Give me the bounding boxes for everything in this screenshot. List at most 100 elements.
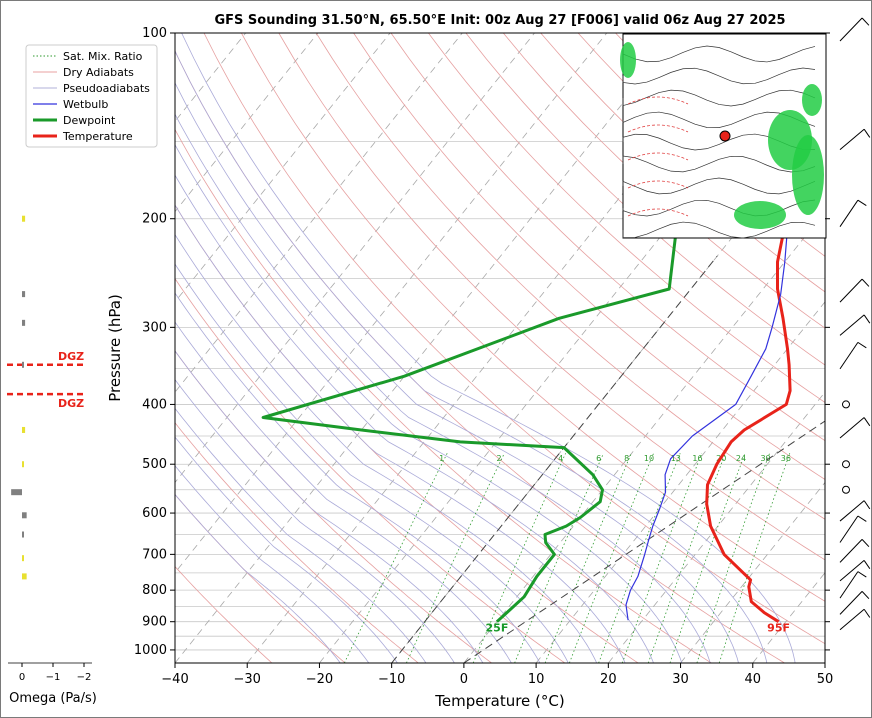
mixing-ratio-label: 6 [596, 454, 601, 463]
pseudoadiabat [175, 436, 398, 663]
wind-barb-flag [863, 128, 871, 138]
wind-barb-flag [861, 539, 870, 548]
inset-contour [622, 45, 816, 63]
inset-precip-area [620, 42, 636, 78]
omega-axis-title: Omega (Pa/s) [9, 691, 97, 706]
axes: −40 −30 −20 −10 0 10 20 30 40 50 100 200 300 400 500 60… [134, 26, 833, 687]
dry-adiabat [241, 33, 825, 602]
pseudoadiabat [175, 113, 711, 663]
inset-contour [622, 155, 816, 173]
omega-bar [22, 215, 26, 222]
wind-barb-shaft [839, 199, 859, 227]
inset-precip-area [802, 84, 822, 116]
x-tick-label: 50 [817, 672, 834, 687]
dry-adiabat [428, 33, 825, 403]
wind-barb-shaft [839, 314, 865, 336]
x-tick-label: 40 [745, 672, 762, 687]
annotations: 25F 95F DGZ DGZ [7, 350, 790, 635]
x-tick-label: 0 [460, 672, 468, 687]
inset-dashed-contour [627, 152, 689, 161]
omega-bar [22, 291, 26, 298]
isotherm-line [680, 481, 825, 663]
isotherm-line [824, 662, 825, 663]
inset-dashed-contour [627, 208, 689, 217]
y-tick-label: 500 [142, 457, 167, 472]
dry-adiabat [175, 277, 566, 663]
pseudoadiabat [175, 321, 512, 663]
mixing-ratio-line [472, 453, 566, 663]
inset-precip-area [792, 135, 824, 215]
dry-adiabat [390, 33, 825, 442]
mixing-ratio-line [647, 453, 726, 663]
wetbulb-line [625, 141, 810, 621]
x-tick-label: −40 [161, 672, 188, 687]
pseudoadiabat [175, 204, 626, 663]
inset-precip-area [734, 201, 786, 229]
mixing-ratio-label: 16 [692, 454, 702, 463]
wind-barb-shaft [839, 591, 863, 615]
mixing-ratio-line [569, 453, 654, 663]
pseudoadiabat [175, 233, 598, 663]
wind-barb-shaft [839, 500, 865, 522]
y-tick-label: 100 [142, 26, 167, 41]
pseudoadiabat [175, 493, 341, 663]
wind-barb-flag [861, 278, 870, 287]
y-tick-label: 700 [142, 547, 167, 562]
dry-adiabat [353, 33, 825, 481]
dry-adiabat [203, 33, 825, 645]
pseudoadiabat [175, 174, 654, 663]
omega-bar [22, 319, 26, 326]
wind-barb-flag [861, 17, 870, 26]
parcel-reference-line [463, 420, 825, 663]
legend-label: Wetbulb [63, 98, 108, 111]
y-tick-label: 300 [142, 320, 167, 335]
y-tick-label: 600 [142, 506, 167, 521]
mixing-ratio-label: 8 [624, 454, 629, 463]
dry-adiabat [502, 33, 825, 329]
plot-frame [174, 32, 826, 664]
x-tick-label: −20 [306, 672, 333, 687]
y-axis-title: Pressure (hPa) [106, 294, 124, 402]
calm-wind-circle [842, 400, 850, 409]
wind-barb-shaft [839, 571, 859, 599]
calm-wind-circle [842, 460, 850, 469]
isotherm-line [175, 33, 535, 484]
y-tick-label: 1000 [134, 643, 167, 658]
isotherm-line [175, 33, 391, 303]
dry-adiabat [315, 33, 825, 520]
calm-wind-circle [842, 485, 850, 494]
wind-barb-flag [863, 500, 871, 510]
wind-barb-flag [857, 199, 867, 207]
x-tick-label: 10 [528, 672, 545, 687]
wind-barb-flag [863, 560, 871, 569]
mixing-ratio-line [598, 453, 681, 663]
omega-bar [22, 555, 24, 562]
omega-bar [22, 531, 24, 538]
wind-barb-shaft [839, 608, 865, 631]
zero-isotherm-reference-line [391, 255, 718, 663]
mixing-ratio-line [344, 453, 448, 663]
omega-tick-label: −1 [46, 672, 61, 683]
surface-temp-label: 25F [486, 622, 509, 635]
mixing-ratio-line [406, 453, 505, 663]
mixing-ratio-label: 30 [760, 454, 770, 463]
omega-bar [22, 512, 27, 519]
mixing-ratio-label: 24 [736, 454, 746, 463]
wind-barb-flag [863, 608, 871, 618]
wind-barb-shaft [839, 128, 865, 151]
wind-barb-shaft [839, 342, 859, 370]
mixing-ratio-label: 2 [497, 454, 502, 463]
wind-barb-flag [857, 515, 867, 522]
pseudoadiabat [175, 143, 683, 663]
omega-tick-label: 0 [19, 672, 25, 683]
mixing-ratio-label: 13 [671, 454, 681, 463]
omega-bar [22, 361, 24, 368]
y-tick-label: 400 [142, 397, 167, 412]
omega-bar [22, 426, 26, 433]
omega-tick-label: −2 [77, 672, 92, 683]
legend-label: Dry Adiabats [63, 66, 134, 79]
wind-barb-shaft [839, 17, 863, 42]
omega-panel: 0 −1 −2 [8, 215, 92, 683]
inset-map [620, 33, 827, 239]
mixing-ratio-line [544, 453, 632, 663]
